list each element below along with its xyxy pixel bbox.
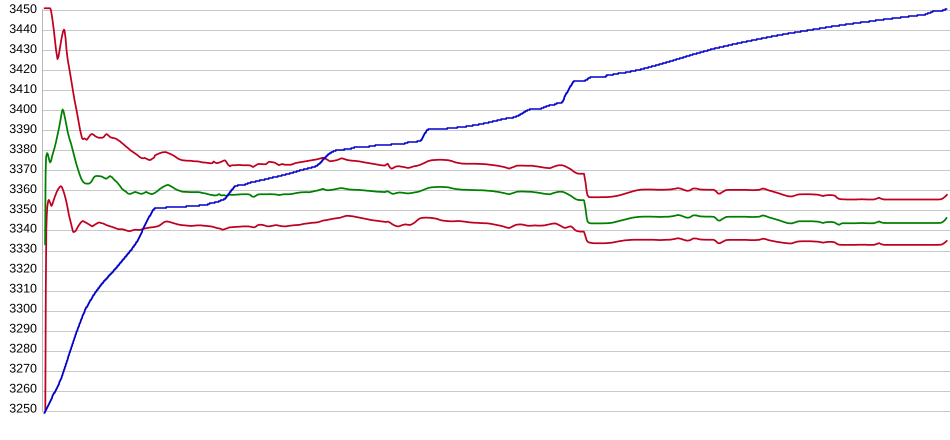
svg-text:3340: 3340 bbox=[9, 222, 37, 236]
svg-text:3300: 3300 bbox=[9, 302, 37, 316]
svg-text:3410: 3410 bbox=[9, 82, 37, 96]
svg-text:3310: 3310 bbox=[9, 282, 37, 296]
svg-text:3350: 3350 bbox=[9, 202, 37, 216]
svg-text:3330: 3330 bbox=[9, 242, 37, 256]
svg-text:3320: 3320 bbox=[9, 262, 37, 276]
svg-text:3430: 3430 bbox=[9, 42, 37, 56]
svg-text:3420: 3420 bbox=[9, 62, 37, 76]
svg-text:3450: 3450 bbox=[9, 2, 37, 16]
svg-text:3290: 3290 bbox=[9, 322, 37, 336]
svg-text:3440: 3440 bbox=[9, 22, 37, 36]
svg-text:3270: 3270 bbox=[9, 362, 37, 376]
svg-text:3280: 3280 bbox=[9, 342, 37, 356]
svg-text:3250: 3250 bbox=[9, 402, 37, 416]
svg-text:3360: 3360 bbox=[9, 182, 37, 196]
svg-text:3380: 3380 bbox=[9, 142, 37, 156]
svg-text:3400: 3400 bbox=[9, 102, 37, 116]
svg-text:3370: 3370 bbox=[9, 162, 37, 176]
svg-text:3260: 3260 bbox=[9, 382, 37, 396]
svg-text:3390: 3390 bbox=[9, 122, 37, 136]
